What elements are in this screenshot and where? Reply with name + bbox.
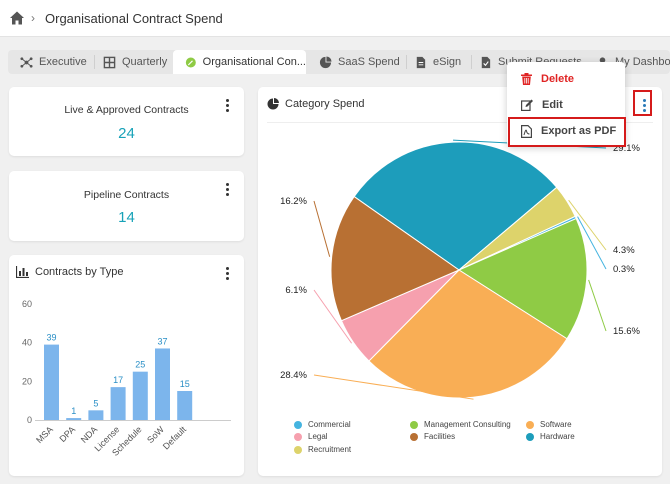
- bar-value-label: 25: [135, 360, 145, 370]
- legend-item[interactable]: Recruitment: [294, 445, 351, 454]
- tab-label: Organisational Con...: [202, 56, 306, 68]
- legend-swatch: [294, 445, 302, 454]
- bar: [66, 418, 82, 420]
- bar: [88, 410, 104, 420]
- kpi-value: 24: [118, 125, 135, 142]
- legend-label: Legal: [308, 432, 328, 441]
- kpi-value: 14: [118, 209, 135, 226]
- legend-label: Software: [540, 420, 572, 429]
- page-title: Organisational Contract Spend: [45, 11, 223, 26]
- legend-item[interactable]: Hardware: [526, 432, 575, 441]
- bar: [155, 348, 170, 420]
- legend-swatch: [526, 432, 534, 441]
- legend-swatch: [410, 432, 418, 441]
- tab-organisational-contract-spend[interactable]: Organisational Con...: [173, 50, 306, 74]
- legend-label: Recruitment: [308, 445, 352, 454]
- y-tick-label: 0: [27, 415, 32, 425]
- tab-label: eSign: [433, 56, 462, 68]
- pdf-file-icon: [521, 124, 532, 138]
- legend-swatch: [294, 432, 302, 441]
- menu-label: Export as PDF: [541, 125, 617, 137]
- highlight-box: [633, 90, 652, 116]
- card-header: Category Spend: [267, 98, 365, 110]
- bar-chart-icon: [16, 266, 29, 278]
- tab-label: My Dashboar: [615, 56, 670, 68]
- legend-item[interactable]: Facilities: [410, 432, 455, 441]
- kpi-title: Live & Approved Contracts: [64, 104, 189, 116]
- bar: [110, 387, 126, 420]
- kebab-menu-icon[interactable]: [222, 182, 232, 196]
- legend-swatch: [294, 420, 302, 429]
- bar-value-label: 37: [157, 336, 167, 346]
- legend-label: Facilities: [424, 432, 456, 441]
- tab-divider: [471, 55, 472, 69]
- bar-value-label: 15: [180, 379, 190, 389]
- y-tick-label: 20: [22, 376, 32, 386]
- tab-saas-spend[interactable]: SaaS Spend: [319, 50, 400, 74]
- breadcrumb-chevron-icon: ›: [31, 11, 35, 25]
- legend-swatch: [526, 420, 534, 429]
- legend-label: Commercial: [308, 420, 351, 429]
- contracts-by-type-card: Contracts by Type 0 20 40 60 39 MSA 1 DPA 5 NDA 17…: [9, 255, 244, 476]
- kebab-menu-icon[interactable]: [222, 98, 232, 112]
- edit-icon: [521, 99, 533, 111]
- tab-label: SaaS Spend: [338, 56, 400, 68]
- bar-value-label: 1: [71, 406, 76, 416]
- bar: [177, 391, 193, 420]
- menu-label: Edit: [542, 99, 563, 111]
- legend-item[interactable]: Management Consulting: [410, 420, 511, 429]
- y-tick-label: 40: [22, 338, 32, 348]
- pie-icon: [319, 55, 332, 68]
- tab-quarterly[interactable]: Quarterly: [103, 50, 167, 74]
- network-icon: [20, 56, 33, 68]
- x-tick-label: DPA: [57, 424, 77, 444]
- document-icon: [416, 56, 426, 68]
- legend-label: Hardware: [540, 432, 575, 441]
- grid-icon: [103, 56, 116, 68]
- edit-menu-item[interactable]: Edit: [507, 93, 625, 117]
- live-approved-contracts-card: Live & Approved Contracts 24: [9, 87, 244, 156]
- document-check-icon: [481, 56, 491, 68]
- contracts-by-type-chart: 020406039MSA1DPA5NDA17License25Schedule3…: [22, 299, 231, 458]
- legend-item[interactable]: Software: [526, 420, 572, 429]
- legend-item[interactable]: Commercial: [294, 420, 351, 429]
- card-title: Category Spend: [285, 98, 365, 110]
- legend-item[interactable]: Legal: [294, 432, 328, 441]
- legend-label: Management Consulting: [424, 420, 511, 429]
- y-tick-label: 60: [22, 299, 32, 309]
- tab-divider: [94, 55, 95, 69]
- leaf-icon: [185, 57, 196, 67]
- tab-label: Quarterly: [122, 56, 168, 68]
- export-pdf-menu-item[interactable]: Export as PDF: [507, 119, 625, 143]
- tab-label: Executive: [39, 56, 87, 68]
- card-divider: [267, 122, 653, 123]
- delete-menu-item[interactable]: Delete: [507, 67, 625, 91]
- bar-value-label: 39: [46, 333, 56, 343]
- x-tick-label: MSA: [34, 424, 55, 445]
- home-icon[interactable]: [9, 10, 25, 26]
- bar: [132, 371, 148, 420]
- bar-value-label: 5: [93, 398, 98, 408]
- kebab-menu-icon[interactable]: [222, 266, 232, 280]
- trash-icon: [521, 73, 532, 85]
- pie-chart-icon: [267, 98, 279, 110]
- legend-swatch: [410, 420, 418, 429]
- card-title: Contracts by Type: [35, 266, 124, 278]
- card-options-menu: Delete Edit Export as PDF: [507, 62, 625, 146]
- card-header: Contracts by Type: [16, 266, 123, 278]
- bar-value-label: 17: [113, 375, 123, 385]
- tab-divider: [406, 55, 407, 69]
- tab-executive[interactable]: Executive: [20, 50, 87, 74]
- tab-esign[interactable]: eSign: [414, 50, 461, 74]
- top-bar: › Organisational Contract Spend: [0, 0, 670, 37]
- highlight-box: [508, 117, 626, 147]
- kpi-title: Pipeline Contracts: [83, 189, 170, 201]
- pipeline-contracts-card: Pipeline Contracts 14: [9, 171, 244, 241]
- x-tick-label: Default: [161, 424, 189, 452]
- bar: [44, 344, 59, 420]
- kebab-menu-icon[interactable]: [639, 98, 649, 112]
- menu-label: Delete: [541, 73, 575, 85]
